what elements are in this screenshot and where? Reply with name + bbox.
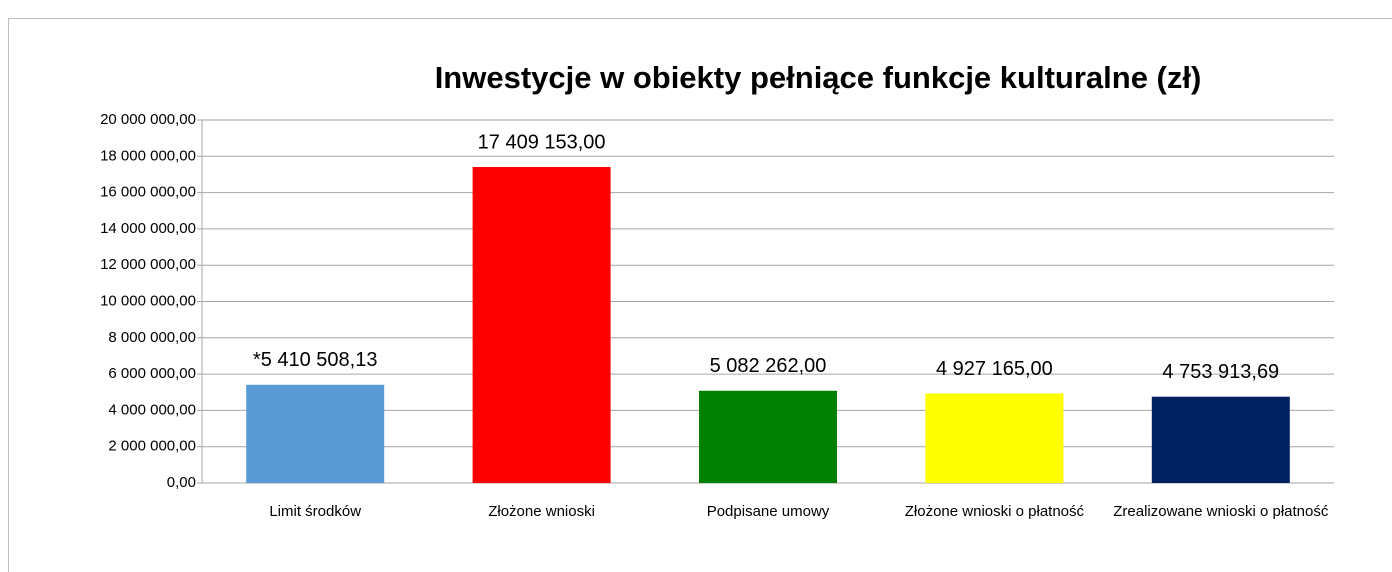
y-tick-label: 6 000 000,00 bbox=[108, 365, 196, 382]
value-label: 4 927 165,00 bbox=[936, 358, 1053, 380]
bar bbox=[1151, 396, 1290, 483]
chart-frame bbox=[8, 18, 1392, 572]
y-tick-label: 4 000 000,00 bbox=[108, 401, 196, 418]
x-tick-label: Złożone wnioski o płatność bbox=[904, 503, 1085, 520]
y-tick-label: 20 000 000,00 bbox=[100, 111, 196, 128]
y-tick-label: 14 000 000,00 bbox=[100, 220, 196, 237]
bar bbox=[472, 167, 611, 484]
y-tick-label: 16 000 000,00 bbox=[100, 184, 196, 201]
value-label: 4 753 913,69 bbox=[1162, 361, 1279, 383]
y-tick-label: 8 000 000,00 bbox=[108, 329, 196, 346]
y-tick-label: 18 000 000,00 bbox=[100, 147, 196, 164]
bar bbox=[699, 390, 837, 483]
bar bbox=[246, 384, 385, 483]
x-tick-label: Limit środków bbox=[269, 503, 362, 520]
chart-title: Inwestycje w obiekty pełniące funkcje ku… bbox=[435, 60, 1202, 95]
y-tick-label: 12 000 000,00 bbox=[100, 256, 196, 273]
y-tick-label: 2 000 000,00 bbox=[108, 438, 196, 455]
value-label: 5 082 262,00 bbox=[710, 355, 827, 377]
value-label: 17 409 153,00 bbox=[478, 131, 606, 153]
value-label: *5 410 508,13 bbox=[253, 349, 378, 371]
y-tick-label: 10 000 000,00 bbox=[100, 292, 196, 309]
x-tick-label: Zrealizowane wnioski o płatność bbox=[1113, 503, 1329, 520]
bar bbox=[925, 393, 1064, 483]
y-tick-label: 0,00 bbox=[167, 474, 196, 491]
x-tick-label: Złożone wnioski bbox=[488, 503, 595, 520]
x-tick-label: Podpisane umowy bbox=[706, 503, 830, 520]
